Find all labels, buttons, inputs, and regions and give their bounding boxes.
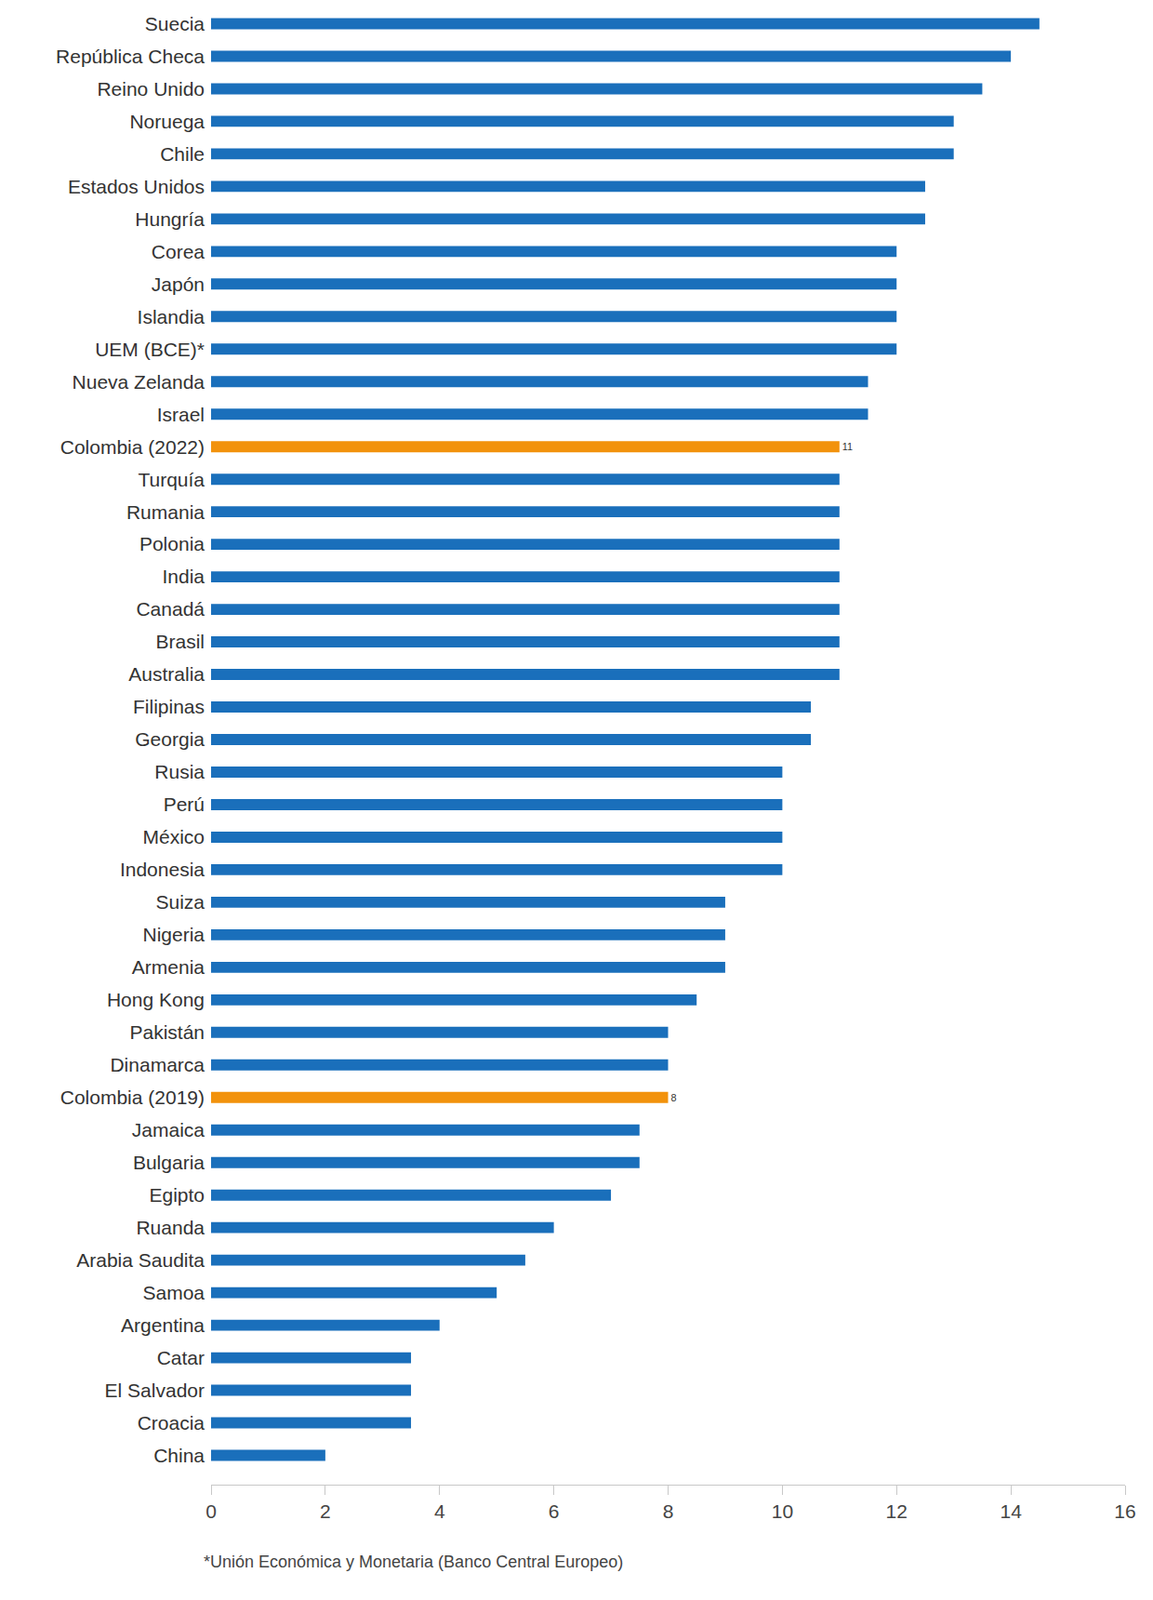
svg-text:Israel: Israel — [157, 403, 205, 425]
svg-text:Perú: Perú — [163, 793, 205, 815]
svg-text:Suecia: Suecia — [145, 13, 206, 35]
svg-text:El Salvador: El Salvador — [105, 1378, 205, 1401]
svg-text:Islandia: Islandia — [137, 305, 206, 328]
svg-text:Arabia Saudita: Arabia Saudita — [76, 1248, 205, 1271]
svg-text:Georgia: Georgia — [134, 728, 205, 750]
svg-text:4: 4 — [434, 1499, 446, 1522]
svg-text:Canadá: Canadá — [135, 597, 205, 620]
svg-text:Brasil: Brasil — [155, 630, 205, 652]
svg-text:Indonesia: Indonesia — [119, 858, 205, 880]
svg-text:India: India — [161, 565, 205, 587]
svg-text:Catar: Catar — [157, 1346, 205, 1368]
svg-text:Argentina: Argentina — [120, 1313, 205, 1336]
svg-text:Estados Unidos: Estados Unidos — [67, 175, 205, 198]
svg-text:Polonia: Polonia — [139, 532, 205, 555]
svg-text:Hungría: Hungría — [134, 208, 205, 230]
svg-text:Reino Unido: Reino Unido — [96, 78, 205, 100]
svg-text:Colombia (2019): Colombia (2019) — [60, 1086, 205, 1108]
svg-text:6: 6 — [548, 1499, 560, 1522]
svg-text:14: 14 — [999, 1499, 1022, 1522]
svg-text:Chile: Chile — [159, 143, 205, 165]
svg-text:16: 16 — [1113, 1499, 1136, 1522]
svg-text:Egipto: Egipto — [148, 1183, 205, 1206]
svg-text:Croacia: Croacia — [137, 1411, 206, 1433]
svg-text:Pakistán: Pakistán — [129, 1020, 205, 1043]
svg-text:12: 12 — [886, 1499, 908, 1522]
svg-text:República Checa: República Checa — [55, 45, 205, 67]
svg-text:Ruanda: Ruanda — [135, 1216, 205, 1238]
svg-text:Filipinas: Filipinas — [132, 695, 205, 717]
svg-text:Turquía: Turquía — [137, 468, 205, 491]
svg-text:Jamaica: Jamaica — [132, 1118, 206, 1140]
svg-text:11: 11 — [842, 440, 853, 452]
svg-text:Noruega: Noruega — [129, 110, 205, 133]
svg-text:UEM (BCE)*: UEM (BCE)* — [94, 338, 205, 360]
svg-text:Nueva Zelanda: Nueva Zelanda — [72, 371, 206, 393]
svg-text:Armenia: Armenia — [132, 955, 206, 978]
svg-text:Suiza: Suiza — [155, 890, 205, 913]
svg-text:Rusia: Rusia — [154, 760, 205, 782]
svg-text:8: 8 — [662, 1499, 675, 1522]
svg-text:Hong Kong: Hong Kong — [106, 988, 205, 1010]
svg-text:Japón: Japón — [151, 273, 205, 295]
svg-text:Australia: Australia — [128, 662, 205, 685]
svg-text:*Unión Económica y Monetaria (: *Unión Económica y Monetaria (Banco Cent… — [203, 1551, 623, 1571]
svg-text:Rumania: Rumania — [126, 501, 205, 523]
svg-text:8: 8 — [671, 1091, 677, 1103]
svg-text:Bulgaria: Bulgaria — [132, 1151, 205, 1173]
svg-text:Colombia (2022): Colombia (2022) — [60, 436, 205, 458]
svg-text:China: China — [153, 1444, 205, 1466]
svg-text:Nigeria: Nigeria — [142, 923, 205, 945]
svg-text:Corea: Corea — [151, 240, 206, 263]
svg-text:10: 10 — [771, 1499, 794, 1522]
svg-text:Samoa: Samoa — [142, 1281, 205, 1303]
svg-text:0: 0 — [205, 1499, 217, 1522]
svg-text:2: 2 — [319, 1499, 332, 1522]
svg-text:México: México — [142, 825, 205, 848]
svg-text:Dinamarca: Dinamarca — [109, 1053, 205, 1075]
